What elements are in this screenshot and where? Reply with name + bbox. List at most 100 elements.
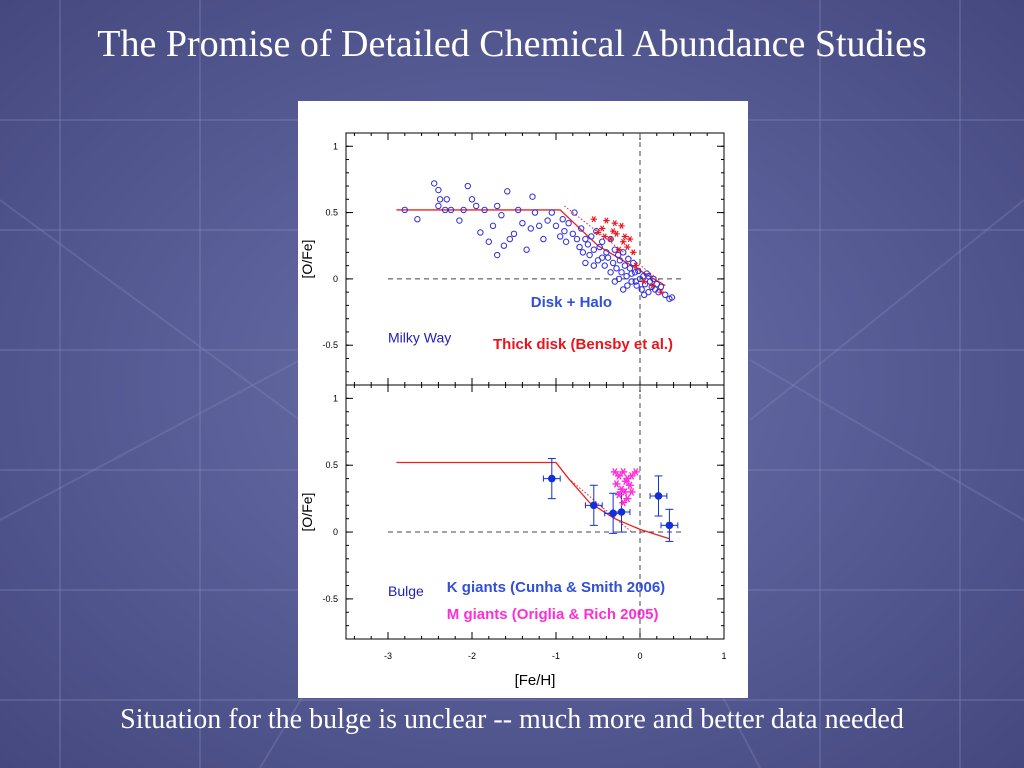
data-point	[552, 222, 560, 230]
data-point	[473, 202, 480, 210]
data-point	[584, 484, 603, 526]
data-point	[603, 217, 610, 224]
data-point	[619, 468, 628, 476]
data-point	[494, 251, 501, 259]
data-point	[641, 278, 648, 285]
data-point	[447, 206, 455, 214]
asterisk-stroke	[612, 468, 618, 476]
asterisk-stroke	[595, 229, 601, 236]
data-point	[527, 225, 535, 232]
data-point	[489, 222, 497, 230]
data-point	[401, 206, 409, 214]
data-point	[601, 262, 608, 269]
asterisk-stroke	[620, 468, 626, 476]
data-point	[599, 225, 606, 232]
data-point	[660, 508, 679, 542]
data-point	[464, 182, 472, 190]
data-point	[649, 475, 668, 517]
data-point	[586, 251, 593, 259]
asterisk-stroke	[622, 233, 627, 240]
data-point	[435, 202, 442, 210]
data-point	[623, 494, 632, 503]
data-point	[582, 235, 589, 243]
data-point	[635, 267, 642, 275]
data-point	[599, 238, 606, 245]
data-point	[578, 225, 585, 232]
data-point	[481, 206, 488, 214]
data-point	[561, 227, 568, 235]
data-point	[529, 193, 536, 200]
abundance-figure: 1 0.5 0 -0.5 [O/Fe] Disk + Halo Thick disk (Be…	[299, 132, 727, 689]
data-point	[485, 238, 493, 245]
data-point	[657, 289, 665, 296]
y-axis-label: [O/Fe]	[299, 240, 315, 279]
x-tick-label: -2	[468, 651, 476, 661]
data-point	[601, 233, 608, 240]
series-1	[542, 458, 679, 542]
panel-label-milky-way: Milky Way	[388, 330, 451, 346]
asterisk-stroke	[600, 225, 605, 232]
data-point	[460, 206, 467, 214]
asterisk-stroke	[613, 480, 620, 488]
data-point	[576, 243, 583, 251]
model-line-dotted	[564, 205, 662, 282]
series-2	[610, 468, 640, 507]
data-point	[620, 238, 627, 245]
x-tick-label: -1	[552, 651, 560, 661]
asterisk-stroke	[627, 481, 633, 490]
data-point	[590, 216, 597, 223]
panel-label-bulge: Bulge	[388, 583, 424, 599]
series-1	[401, 180, 676, 302]
data-point	[638, 286, 645, 293]
data-point	[625, 255, 632, 263]
data-point	[609, 259, 617, 267]
asterisk-stroke	[625, 244, 630, 251]
data-point	[590, 246, 597, 253]
data-point	[504, 188, 511, 195]
annotation-k-giants: K giants (Cunha & Smith 2006)	[447, 579, 665, 596]
footer-text: Situation for the bulge is unclear -- mu…	[120, 704, 904, 735]
figure-panel: 1 0.5 0 -0.5 [O/Fe] Disk + Halo Thick disk (Be…	[298, 101, 748, 698]
data-point	[650, 275, 657, 283]
data-point	[588, 233, 595, 240]
y-tick-label: -0.5	[322, 340, 338, 350]
data-point	[611, 220, 618, 227]
y-tick-label: 0	[333, 527, 338, 537]
asterisk-stroke	[624, 494, 631, 503]
data-point	[531, 209, 539, 216]
data-point	[582, 259, 589, 267]
asterisk-stroke	[658, 289, 664, 296]
data-point	[628, 278, 635, 285]
asterisk-stroke	[612, 220, 617, 227]
x-tick-label: 0	[637, 651, 642, 661]
data-point	[618, 269, 625, 276]
data-point	[519, 219, 526, 227]
data-marker	[590, 501, 598, 510]
data-point	[615, 472, 623, 480]
asterisk-stroke	[602, 233, 607, 240]
data-point	[611, 278, 618, 285]
asterisk-stroke	[628, 472, 635, 480]
data-point	[632, 262, 639, 269]
annotation-thick-disk: Thick disk (Bensby et al.)	[493, 336, 673, 353]
data-point	[623, 273, 630, 280]
data-point	[621, 477, 630, 486]
data-point	[609, 228, 617, 235]
asterisk-stroke	[621, 238, 626, 245]
data-point	[562, 238, 570, 245]
data-point	[626, 236, 634, 243]
data-point	[510, 230, 518, 238]
data-point	[621, 262, 629, 269]
asterisk-stroke	[614, 230, 619, 237]
data-point	[615, 490, 623, 499]
data-point	[618, 222, 625, 229]
data-point	[565, 219, 572, 227]
data-point	[590, 262, 597, 269]
data-point	[571, 209, 578, 216]
asterisk-stroke	[591, 216, 596, 223]
data-point	[435, 186, 442, 194]
data-point	[536, 222, 543, 230]
data-point	[613, 265, 620, 272]
data-point	[494, 202, 501, 210]
data-point	[616, 257, 624, 264]
